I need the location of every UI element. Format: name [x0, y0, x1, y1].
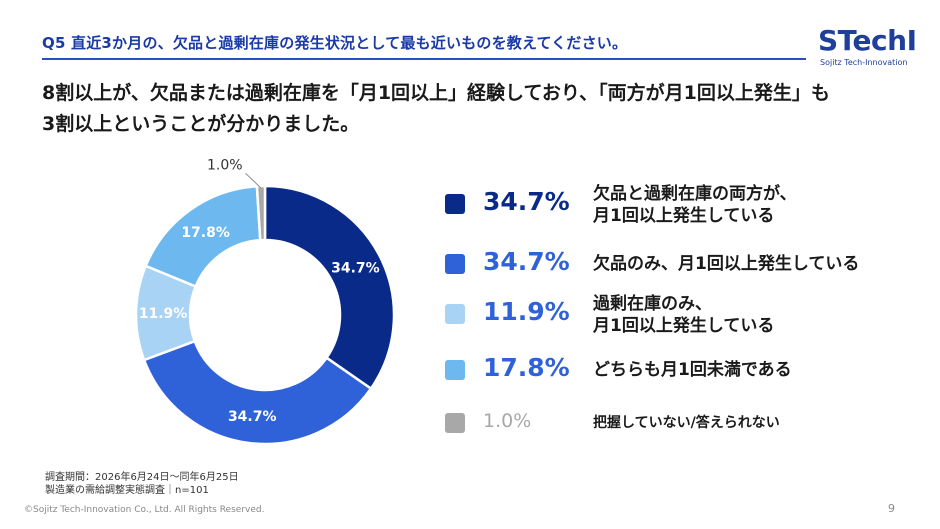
legend-label-line: 過剰在庫のみ、 — [593, 294, 712, 314]
donut-slice-shortage_only — [142, 339, 373, 446]
legend-swatch-neither — [445, 360, 465, 380]
question-title: Q5 直近3か月の、欠品と過剰在庫の発生状況として最も近いものを教えてください。 — [42, 34, 628, 52]
legend-label-line: どちらも月1回未満である — [593, 360, 792, 380]
legend-label-line: 月1回以上発生している — [593, 206, 775, 226]
donut-chart: 34.7% 34.7% 11.9% 17.8% 1.0% — [130, 157, 400, 450]
legend-label-shortage_only: 欠品のみ、月1回以上発生している — [593, 253, 859, 275]
slice-leader-line-unknown — [245, 172, 262, 189]
legend-value-unknown: 1.0% — [483, 410, 532, 432]
company-logo: STechI Sojitz Tech-Innovation — [818, 26, 918, 70]
legend-swatch-unknown — [445, 413, 465, 433]
copyright: ©Sojitz Tech-Innovation Co., Ltd. All Ri… — [24, 505, 265, 515]
donut-chart-svg: 34.7% 34.7% 11.9% 17.8% 1.0% — [134, 157, 396, 446]
legend-item-neither: 17.8% どちらも月1回未満である — [445, 350, 925, 390]
legend-swatch-shortage_only — [445, 254, 465, 274]
headline-line-2: 3割以上ということが分かりました。 — [42, 113, 360, 135]
legend-value-neither: 17.8% — [483, 353, 570, 382]
headline: 8割以上が、欠品または過剰在庫を「月1回以上」経験しており、「両方が月1回以上発… — [42, 78, 842, 140]
donut-slice-both — [263, 184, 396, 391]
legend-item-shortage_only: 34.7% 欠品のみ、月1回以上発生している — [445, 244, 925, 284]
logo-tagline: Sojitz Tech-Innovation — [820, 58, 908, 67]
survey-period: 調査期間：2026年6月24日～同年6月25日 — [45, 472, 239, 483]
legend-label-unknown: 把握していない/答えられない — [593, 412, 780, 434]
header-divider — [42, 58, 806, 60]
page-number: 9 — [888, 502, 895, 515]
survey-info: 調査期間：2026年6月24日～同年6月25日 製造業の需給調整実態調査｜n=1… — [45, 471, 239, 497]
legend-swatch-excess_only — [445, 304, 465, 324]
legend-item-both: 34.7% 欠品と過剰在庫の両方が、 月1回以上発生している — [445, 183, 925, 227]
legend-label-both: 欠品と過剰在庫の両方が、 月1回以上発生している — [593, 183, 797, 227]
slice-label-unknown: 1.0% — [207, 157, 243, 173]
legend-label-line: 欠品と過剰在庫の両方が、 — [593, 184, 797, 204]
legend-value-shortage_only: 34.7% — [483, 247, 570, 276]
slice-label-excess_only: 11.9% — [139, 306, 188, 322]
chart-legend: 34.7% 欠品と過剰在庫の両方が、 月1回以上発生している 34.7% 欠品のみ、月1… — [445, 184, 925, 444]
legend-label-line: 欠品のみ、月1回以上発生している — [593, 254, 860, 274]
legend-value-both: 34.7% — [483, 187, 570, 216]
slide-header: Q5 直近3か月の、欠品と過剰在庫の発生状況として最も近いものを教えてください。 — [0, 0, 940, 60]
legend-swatch-both — [445, 194, 465, 214]
legend-item-excess_only: 11.9% 過剰在庫のみ、 月1回以上発生している — [445, 293, 925, 337]
logo-wordmark: STechI — [818, 24, 917, 57]
legend-label-neither: どちらも月1回未満である — [593, 359, 792, 381]
legend-label-line: 月1回以上発生している — [593, 316, 775, 336]
headline-line-1: 8割以上が、欠品または過剰在庫を「月1回以上」経験しており、「両方が月1回以上発… — [42, 82, 830, 104]
legend-label-excess_only: 過剰在庫のみ、 月1回以上発生している — [593, 293, 774, 337]
legend-label-line: 把握していない/答えられない — [593, 415, 780, 431]
survey-name: 製造業の需給調整実態調査｜n=101 — [45, 485, 209, 496]
slice-label-both: 34.7% — [331, 261, 380, 277]
slice-label-shortage_only: 34.7% — [228, 409, 277, 425]
slice-label-neither: 17.8% — [181, 225, 230, 241]
legend-item-unknown: 1.0% 把握していない/答えられない — [445, 404, 925, 444]
legend-value-excess_only: 11.9% — [483, 297, 570, 326]
